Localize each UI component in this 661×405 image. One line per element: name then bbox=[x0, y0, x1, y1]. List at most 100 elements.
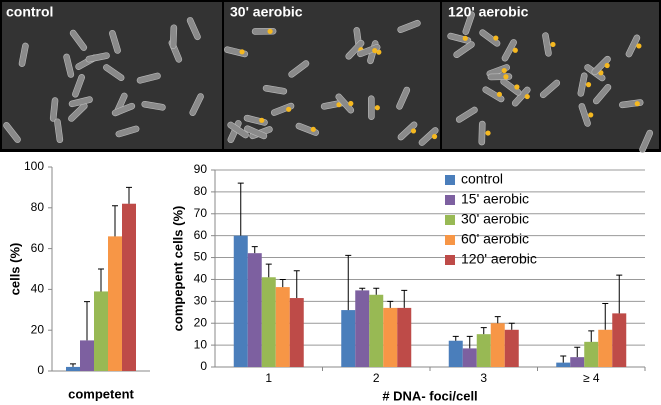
y-tick-label: 60 bbox=[194, 228, 208, 242]
bar bbox=[66, 366, 80, 371]
error-bar bbox=[112, 205, 118, 237]
error-bar bbox=[574, 346, 581, 358]
error-bar bbox=[494, 316, 501, 324]
bacterium bbox=[577, 72, 588, 97]
focus bbox=[634, 101, 640, 107]
error-bar bbox=[293, 270, 300, 299]
bar bbox=[108, 236, 122, 371]
panel-label: control bbox=[6, 4, 53, 20]
error-bar bbox=[251, 246, 258, 254]
bacterium bbox=[367, 95, 375, 120]
legend-swatch bbox=[445, 195, 455, 205]
error-bar bbox=[588, 330, 595, 342]
bacterium bbox=[397, 19, 421, 33]
error-bar bbox=[480, 327, 487, 335]
x-tick-label: 2 bbox=[373, 371, 380, 385]
error-bar bbox=[345, 254, 352, 311]
bacterium bbox=[262, 84, 288, 95]
micrograph bbox=[442, 2, 659, 149]
y-tick-label: 90 bbox=[194, 162, 208, 176]
bacterium bbox=[639, 129, 654, 153]
y-tick-label: 30 bbox=[194, 294, 208, 308]
bar bbox=[122, 203, 136, 371]
focus bbox=[588, 112, 594, 118]
bar bbox=[80, 340, 94, 371]
y-tick-label: 60 bbox=[31, 241, 45, 255]
focus bbox=[496, 91, 502, 97]
bar bbox=[261, 277, 276, 367]
error-bar bbox=[508, 322, 515, 330]
micrographs bbox=[2, 2, 659, 153]
y-tick-label: 0 bbox=[37, 363, 44, 377]
bacterium bbox=[335, 93, 355, 114]
legend-label: 30' aerobic bbox=[461, 211, 529, 227]
bacterium bbox=[68, 102, 88, 122]
y-tick-label: 100 bbox=[24, 159, 44, 173]
focus bbox=[636, 43, 642, 49]
legend-label: control bbox=[461, 171, 503, 187]
error-bar bbox=[602, 303, 609, 330]
bar bbox=[383, 307, 398, 367]
bar bbox=[584, 341, 599, 367]
micrograph bbox=[2, 2, 222, 149]
bacterium bbox=[482, 86, 505, 103]
error-bar bbox=[265, 263, 272, 278]
bacterium bbox=[63, 53, 75, 78]
y-tick-label: 80 bbox=[31, 200, 45, 214]
y-tick-label: 40 bbox=[194, 272, 208, 286]
focus bbox=[524, 93, 530, 100]
bacterium bbox=[542, 32, 552, 57]
bar bbox=[355, 290, 370, 367]
bacterium bbox=[270, 102, 295, 116]
y-tick-label: 10 bbox=[194, 337, 208, 351]
bacterium bbox=[453, 41, 475, 59]
bar bbox=[556, 362, 571, 367]
bar bbox=[448, 340, 463, 367]
focus bbox=[376, 49, 382, 55]
bacterium bbox=[141, 100, 166, 111]
y-axis-label: compepent cells (%) bbox=[170, 206, 185, 332]
focus bbox=[431, 133, 438, 140]
error-bar bbox=[466, 335, 473, 349]
focus bbox=[410, 128, 417, 134]
bacterium bbox=[357, 44, 381, 58]
bacterium bbox=[591, 55, 611, 76]
bacterium bbox=[592, 83, 612, 105]
y-axis-label: cells (%) bbox=[7, 243, 22, 296]
focus bbox=[374, 105, 380, 111]
bacterium bbox=[111, 102, 136, 117]
bar bbox=[94, 291, 108, 371]
focus bbox=[503, 74, 509, 80]
bar bbox=[490, 323, 505, 367]
focus bbox=[348, 100, 354, 107]
y-tick-label: 40 bbox=[31, 282, 45, 296]
error-bar bbox=[237, 182, 244, 236]
legend-swatch bbox=[445, 215, 455, 225]
error-bar bbox=[98, 268, 104, 292]
bacterium bbox=[501, 39, 517, 62]
y-tick-label: 80 bbox=[194, 184, 208, 198]
y-tick-label: 20 bbox=[194, 315, 208, 329]
focus bbox=[604, 62, 610, 69]
x-tick-label: competent bbox=[68, 386, 134, 401]
y-tick-label: 70 bbox=[194, 206, 208, 220]
bacterium bbox=[109, 29, 121, 54]
bacterium bbox=[578, 103, 591, 127]
focus bbox=[462, 35, 468, 41]
error-bar bbox=[84, 301, 90, 341]
focus bbox=[585, 82, 592, 88]
error-bar bbox=[616, 274, 623, 314]
focus bbox=[310, 126, 316, 132]
bacterium bbox=[288, 60, 310, 78]
focus bbox=[485, 130, 491, 136]
focus bbox=[514, 84, 520, 90]
bacterium bbox=[625, 34, 641, 58]
legend-swatch bbox=[445, 235, 455, 245]
focus bbox=[493, 35, 499, 41]
panel-label: 30' aerobic bbox=[230, 4, 303, 20]
x-tick-label: 1 bbox=[265, 371, 272, 385]
x-tick-label: 3 bbox=[480, 371, 487, 385]
error-bar bbox=[452, 335, 459, 341]
bacterium bbox=[189, 93, 204, 117]
